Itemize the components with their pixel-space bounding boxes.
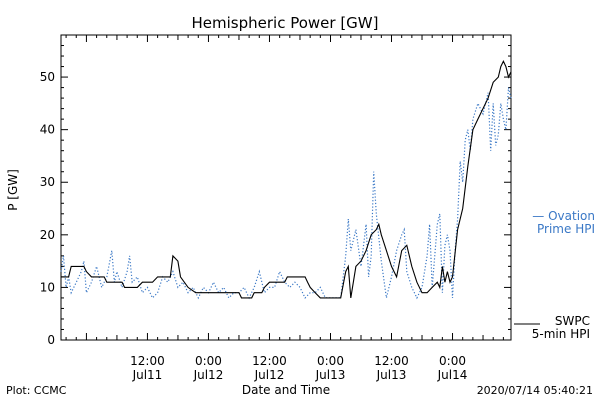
y-tick-label: 10 [40, 280, 55, 294]
legend-ovation-label-1: — Ovation [532, 209, 595, 223]
x-tick-label-time: 0:00 [195, 354, 222, 368]
chart-title: Hemispheric Power [GW] [192, 14, 379, 32]
y-tick-label: 30 [40, 175, 55, 189]
legend-ovation: — Ovation Prime HPI [532, 209, 595, 236]
x-axis: 12:00Jul110:00Jul1212:00Jul120:00Jul1312… [65, 35, 504, 382]
y-tick-label: 20 [40, 228, 55, 242]
series-layer [60, 60, 512, 300]
x-tick-label-date: Jul12 [254, 368, 285, 382]
x-axis-label: Date and Time [242, 383, 330, 397]
x-tick-label-time: 0:00 [317, 354, 344, 368]
x-tick-label-date: Jul12 [193, 368, 224, 382]
y-tick-label: 40 [40, 123, 55, 137]
y-tick-label: 50 [40, 70, 55, 84]
x-tick-label-time: 12:00 [130, 354, 165, 368]
x-tick-label-date: Jul14 [437, 368, 468, 382]
x-tick-label-time: 0:00 [439, 354, 466, 368]
footer-plot-credit: Plot: CCMC [6, 384, 67, 397]
x-tick-label-date: Jul11 [132, 368, 163, 382]
legend-swpc: SWPC 5-min HPI [514, 314, 590, 341]
y-axis-label: P [GW] [6, 169, 20, 211]
legend-swpc-label-2: 5-min HPI [532, 327, 590, 341]
footer-timestamp: 2020/07/14 05:40:21 [477, 384, 593, 397]
legend-swpc-label-1: SWPC [555, 314, 590, 328]
series-swpc-line [61, 60, 512, 299]
y-tick-label: 0 [47, 333, 55, 347]
y-axis: 0 10 20 30 40 50 [40, 45, 511, 347]
x-tick-label-date: Jul13 [315, 368, 346, 382]
plot-frame [60, 34, 512, 341]
series-ovation-line [60, 87, 512, 300]
x-tick-label-time: 12:00 [252, 354, 287, 368]
x-tick-label-time: 12:00 [374, 354, 409, 368]
legend-ovation-label-2: Prime HPI [537, 222, 595, 236]
x-tick-label-date: Jul13 [376, 368, 407, 382]
